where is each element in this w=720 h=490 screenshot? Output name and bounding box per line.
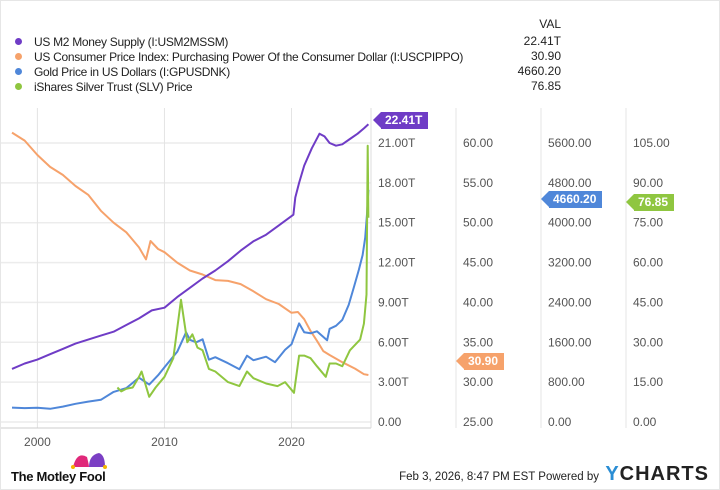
legend-value: 30.90	[530, 49, 561, 63]
cpi-last-value-tag: 30.90	[455, 353, 505, 370]
ycharts-logo[interactable]: YCHARTS	[605, 463, 709, 486]
x-tick-label: 2000	[24, 435, 51, 449]
y-tick-label: 6.00T	[378, 335, 409, 349]
y-tick-label: 15.00T	[378, 216, 416, 230]
y-tick-label: 4800.00	[548, 176, 592, 190]
ycharts-y: Y	[605, 463, 620, 485]
m2-last-value-tag: 22.41T	[372, 112, 429, 129]
y-tick-label: 105.00	[633, 136, 670, 150]
legend-value: 22.41T	[523, 34, 561, 48]
y-tick-label: 12.00T	[378, 256, 416, 270]
brand-name: The Motley Fool	[11, 469, 106, 484]
legend-item-m2[interactable]: US M2 Money Supply (I:USM2MSSM)	[15, 34, 228, 49]
legend-item-gold[interactable]: Gold Price in US Dollars (I:GPUSDNK)	[15, 64, 230, 79]
legend-label: iShares Silver Trust (SLV) Price	[34, 79, 193, 94]
y-tick-label: 18.00T	[378, 176, 416, 190]
legend-value: 4660.20	[517, 64, 561, 78]
legend-label: US Consumer Price Index: Purchasing Powe…	[34, 49, 464, 64]
y-tick-label: 21.00T	[378, 136, 416, 150]
legend-item-cpi[interactable]: US Consumer Price Index: Purchasing Powe…	[15, 49, 463, 64]
y-tick-label: 0.00	[548, 415, 572, 429]
y-tick-label: 40.00	[463, 295, 493, 309]
legend-label: US M2 Money Supply (I:USM2MSSM)	[34, 34, 229, 49]
y-tick-label: 30.00	[633, 335, 663, 349]
series-line-gold	[11, 189, 370, 410]
x-tick-label: 2010	[151, 435, 178, 449]
legend-dot-icon	[15, 53, 22, 60]
y-tick-label: 30.00	[463, 375, 493, 389]
y-tick-label: 90.00	[633, 176, 663, 190]
y-tick-label: 3.00T	[378, 375, 409, 389]
series-line-cpi	[11, 131, 369, 376]
silver-last-value-tag: 76.85	[625, 194, 675, 211]
y-tick-label: 35.00	[463, 335, 493, 349]
y-tick-label: 25.00	[463, 415, 493, 429]
y-tick-label: 0.00	[633, 415, 657, 429]
y-tick-label: 55.00	[463, 176, 493, 190]
legend-dot-icon	[15, 68, 22, 75]
y-tick-label: 60.00	[463, 136, 493, 150]
y-tick-label: 2400.00	[548, 295, 592, 309]
motley-fool-logo: The Motley Fool	[11, 453, 107, 484]
y-tick-label: 9.00T	[378, 295, 409, 309]
gold-last-value-tag: 4660.20	[540, 191, 603, 208]
series-line-m2	[11, 123, 370, 370]
y-tick-label: 60.00	[633, 256, 663, 270]
y-tick-label: 800.00	[548, 375, 585, 389]
ycharts-text: CHARTS	[619, 463, 709, 485]
jester-hat-icon	[71, 453, 107, 469]
y-tick-label: 0.00	[378, 415, 402, 429]
y-tick-label: 5600.00	[548, 136, 592, 150]
y-tick-label: 3200.00	[548, 256, 592, 270]
y-tick-label: 45.00	[463, 256, 493, 270]
series-line-silver	[116, 144, 370, 398]
legend-val-header: VAL	[539, 17, 561, 31]
y-tick-label: 50.00	[463, 216, 493, 230]
y-tick-label: 1600.00	[548, 335, 592, 349]
legend-label: Gold Price in US Dollars (I:GPUSDNK)	[34, 64, 230, 79]
legend-dot-icon	[15, 38, 22, 45]
y-tick-label: 4000.00	[548, 216, 592, 230]
legend-dot-icon	[15, 83, 22, 90]
legend-item-silver[interactable]: iShares Silver Trust (SLV) Price	[15, 79, 193, 94]
y-tick-label: 75.00	[633, 216, 663, 230]
y-tick-label: 45.00	[633, 295, 663, 309]
y-tick-label: 15.00	[633, 375, 663, 389]
x-tick-label: 2020	[278, 435, 305, 449]
timestamp: Feb 3, 2026, 8:47 PM EST Powered by	[399, 471, 599, 483]
legend-value: 76.85	[530, 79, 561, 93]
